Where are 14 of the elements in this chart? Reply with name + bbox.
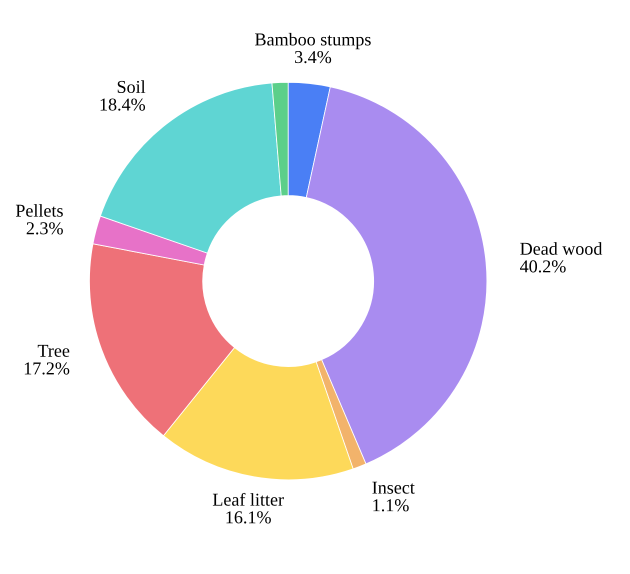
slice-label: Pellets	[16, 204, 63, 217]
slice-label: Soil	[118, 80, 146, 94]
data-label: 18.4%	[100, 98, 146, 111]
slice-label: Bamboo stumps	[255, 32, 371, 50]
slice-label: Insect	[372, 482, 415, 494]
slice-label: Leaf litter	[212, 492, 284, 506]
data-label: 40.2%	[520, 260, 566, 273]
slice-label: Dead wood	[520, 242, 602, 255]
data-label: 2.3%	[26, 222, 63, 235]
slice-label: Tree	[38, 344, 70, 357]
data-label: 17.2%	[24, 362, 70, 375]
data-label: 1.1%	[373, 499, 409, 512]
data-label: 3.4%	[295, 50, 332, 64]
data-label: 16.1%	[226, 511, 271, 524]
